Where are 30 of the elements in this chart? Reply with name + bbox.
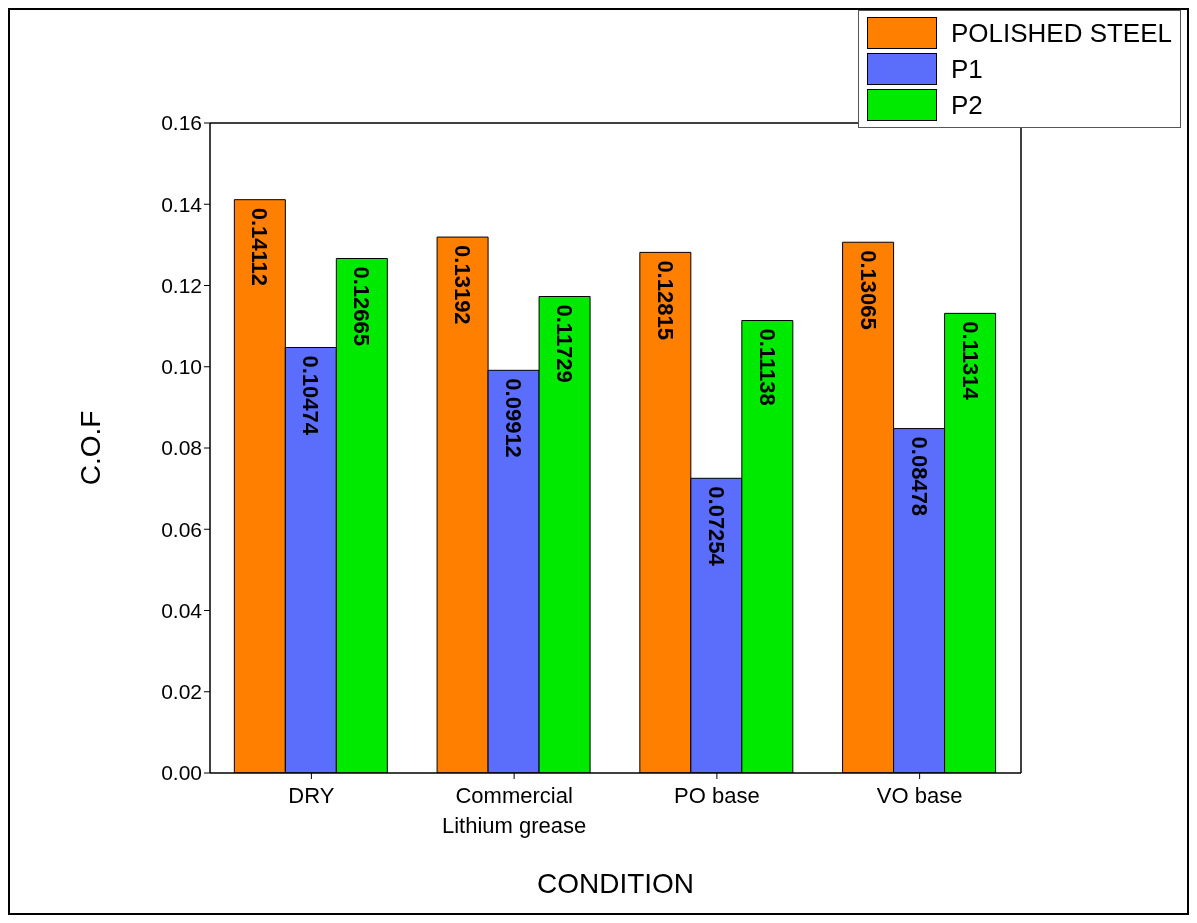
- x-tick-label: Commercial Lithium grease: [441, 783, 587, 838]
- data-label: 0.11314: [957, 321, 983, 401]
- y-tick-label: 0.14: [161, 192, 203, 216]
- y-tick-label: 0.12: [161, 273, 202, 297]
- x-tick-label: PO base: [674, 783, 760, 808]
- y-axis-title: C.O.F: [74, 410, 106, 486]
- y-tick-label: 0.10: [161, 355, 202, 379]
- x-tick-label: DRY: [288, 783, 335, 808]
- y-tick-label: 0.02: [161, 680, 202, 704]
- y-tick-label: 0.06: [161, 517, 202, 541]
- legend-label: P1: [950, 53, 983, 85]
- data-label: 0.07254: [703, 486, 729, 567]
- x-axis-title: CONDITION: [536, 868, 695, 899]
- legend-label: P2: [950, 89, 983, 121]
- data-label: 0.10474: [298, 355, 324, 436]
- data-label: 0.11138: [754, 328, 780, 406]
- data-label: 0.12665: [349, 266, 375, 347]
- data-label: 0.14112: [247, 207, 273, 287]
- legend-label: POLISHED STEEL: [950, 17, 1172, 49]
- data-label: 0.13192: [450, 245, 476, 325]
- data-label: 0.11729: [552, 304, 578, 383]
- y-tick-label: 0.16: [161, 111, 202, 135]
- data-label: 0.13065: [855, 250, 881, 330]
- y-tick-label: 0.08: [161, 436, 202, 460]
- data-label: 0.09912: [501, 378, 527, 458]
- data-label: 0.12815: [652, 260, 678, 340]
- x-tick-label: VO base: [876, 783, 963, 808]
- y-tick-label: 0.04: [161, 598, 203, 622]
- y-tick-label: 0.00: [161, 761, 202, 785]
- data-label: 0.08478: [906, 436, 932, 517]
